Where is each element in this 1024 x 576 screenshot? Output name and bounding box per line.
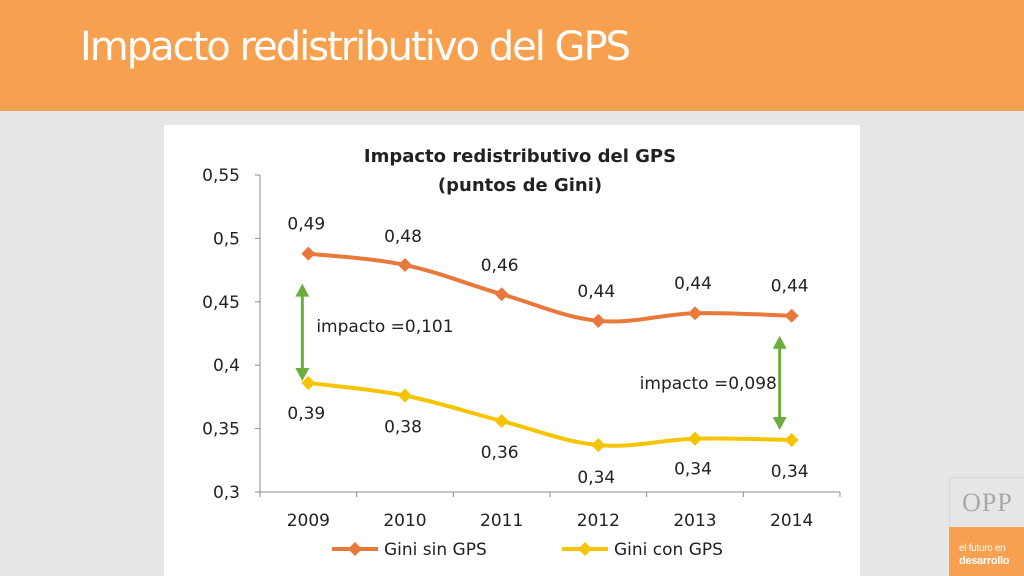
data-label: 0,38 [384,418,422,438]
impact-arrow-2014 [772,335,787,431]
x-tick-label: 2009 [287,511,330,531]
data-point-marker [301,246,316,261]
y-tick-label: 0,4 [213,356,240,376]
impact-arrow-2009 [295,283,310,381]
line-chart: Impacto redistributivo del GPS (puntos d… [202,146,841,560]
data-label: 0,36 [481,443,519,463]
data-point-marker [688,431,702,446]
data-label: 0,34 [674,460,712,480]
data-point-marker [494,413,509,428]
arrow-head-down [295,367,310,381]
data-label: 0,48 [384,227,422,247]
x-tick-label: 2014 [770,511,813,531]
legend-label: Gini con GPS [614,540,723,560]
data-point-marker [591,313,606,328]
data-point-marker [398,388,412,403]
data-point-marker [494,287,509,302]
slide-title: Impacto redistributivo del GPS [80,24,631,70]
x-tick-label: 2011 [480,511,523,531]
arrow-head-up [772,335,787,349]
data-label: 0,46 [481,256,519,276]
arrow-head-up [295,283,310,297]
y-tick-label: 0,5 [213,229,240,249]
data-point-marker [784,308,799,323]
series-line-gini-sin-gps [308,251,792,324]
legend-label: Gini sin GPS [384,540,487,560]
chart-subtitle: (puntos de Gini) [438,175,602,196]
tagline-line1: el futuro en [959,543,1006,554]
x-tick-label: 2013 [673,511,716,531]
logo-text: OPP [962,488,1013,517]
data-point-marker [688,306,702,321]
y-tick-label: 0,45 [202,293,240,313]
legend-swatch-marker [348,542,362,556]
chart-panel: Impacto redistributivo del GPS (puntos d… [164,125,860,576]
tagline-box: el futuro en desarrollo [949,527,1024,576]
arrow-head-down [772,417,787,431]
data-label: 0,44 [771,277,809,297]
annotation-impact-2009: impacto =0,101 [316,317,453,337]
y-tick-label: 0,35 [202,420,240,440]
data-point-marker [301,375,316,390]
data-label: 0,44 [674,274,712,294]
chart-title: Impacto redistributivo del GPS [364,146,676,167]
annotation-impact-2014: impacto =0,098 [640,374,777,394]
slide-header: Impacto redistributivo del GPS [0,0,1024,111]
legend-swatch-marker [578,542,592,556]
data-point-marker [784,433,799,448]
data-point-marker [591,438,606,453]
data-label: 0,44 [577,282,615,302]
tagline-line2: desarrollo [959,555,1010,567]
data-label: 0,34 [771,462,809,482]
x-tick-label: 2012 [577,511,620,531]
data-label: 0,34 [577,468,615,488]
y-tick-label: 0,55 [202,166,240,186]
x-tick-label: 2010 [383,511,426,531]
series-line-gini-con-gps [308,380,792,448]
data-point-marker [398,258,412,273]
data-label: 0,39 [287,404,325,424]
opp-logo: OPP [949,477,1024,528]
data-label: 0,49 [287,215,325,235]
y-tick-label: 0,3 [213,483,240,503]
